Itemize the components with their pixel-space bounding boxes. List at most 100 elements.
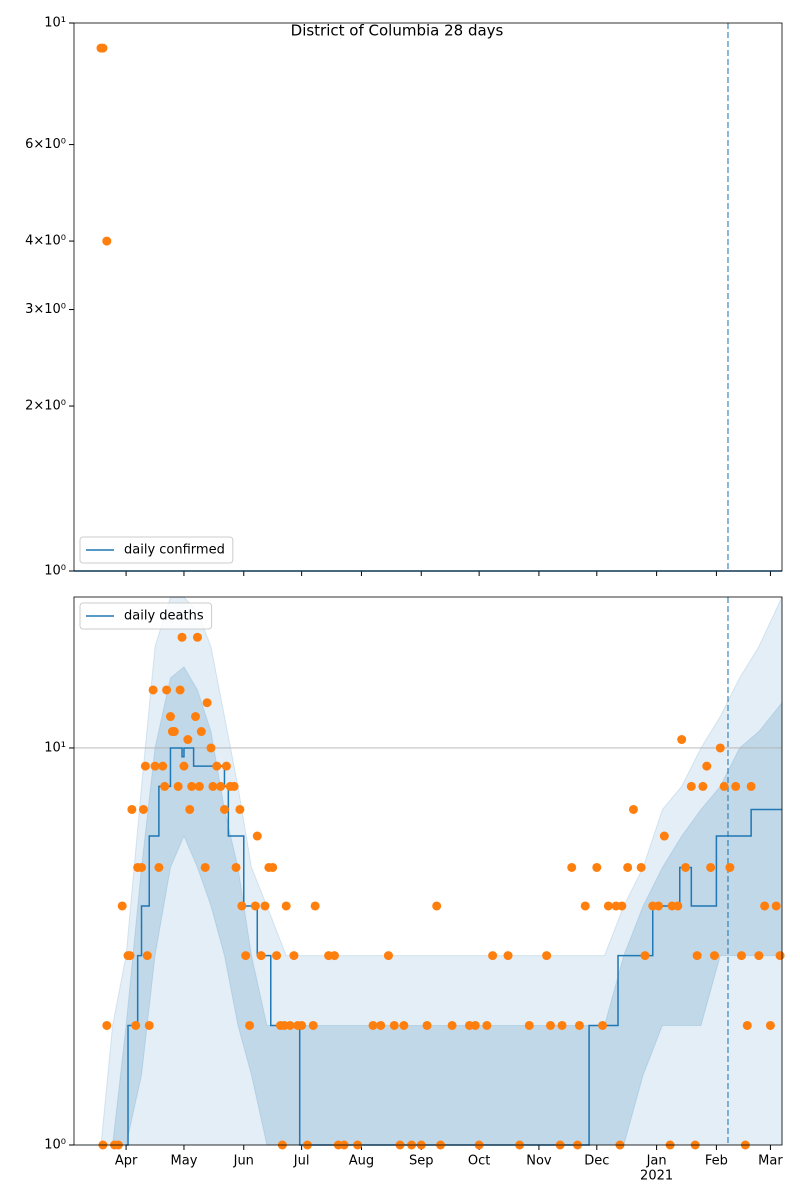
data-point [698, 781, 708, 791]
data-point [659, 831, 669, 841]
data-point [310, 901, 320, 911]
data-point [289, 951, 299, 961]
legend-label: daily confirmed [124, 543, 225, 558]
data-point [169, 727, 179, 737]
data-point [237, 901, 247, 911]
data-point [692, 951, 702, 961]
x-tick-label: Aug [349, 1154, 374, 1169]
data-point [709, 951, 719, 961]
data-point [219, 804, 229, 814]
data-point [706, 862, 716, 872]
data-point [677, 735, 687, 745]
data-point [175, 685, 185, 695]
data-point [617, 901, 627, 911]
data-point [131, 1020, 141, 1030]
data-point [177, 632, 187, 642]
y-tick-label: 10¹ [44, 16, 66, 31]
data-point [200, 862, 210, 872]
data-point [329, 951, 339, 961]
data-point [702, 761, 712, 771]
chart-title: District of Columbia 28 days [291, 22, 504, 40]
data-point [686, 781, 696, 791]
data-point [574, 1020, 584, 1030]
data-point [399, 1020, 409, 1030]
data-point [235, 804, 245, 814]
y-tick-label: 2×10⁰ [25, 399, 66, 414]
data-point [297, 1020, 307, 1030]
data-point [524, 1020, 534, 1030]
data-point [196, 727, 206, 737]
x-tick-label: Jun [233, 1154, 254, 1169]
data-point [754, 951, 764, 961]
data-point [681, 862, 691, 872]
legend-box [79, 536, 234, 564]
data-point [389, 1020, 399, 1030]
y-tick-label: 10⁰ [44, 564, 66, 579]
data-point [272, 951, 282, 961]
legend: daily deaths [79, 602, 213, 630]
y-tick-label: 3×10⁰ [25, 302, 66, 317]
data-point [231, 862, 241, 872]
data-point [746, 781, 756, 791]
data-point [725, 862, 735, 872]
plot-frame [73, 22, 783, 572]
data-point [736, 951, 746, 961]
x-tick-label: May [171, 1154, 198, 1169]
data-point [636, 862, 646, 872]
data-point [185, 804, 195, 814]
data-point [603, 901, 613, 911]
data-point [482, 1020, 492, 1030]
data-point [598, 1020, 608, 1030]
data-point [102, 1020, 112, 1030]
data-point [760, 901, 770, 911]
x-year-label: 2021 [640, 1169, 673, 1184]
data-point [252, 831, 262, 841]
data-point [432, 901, 442, 911]
x-tick-label: Jul [293, 1154, 310, 1169]
data-point [368, 1020, 378, 1030]
data-point [719, 781, 729, 791]
data-point [383, 951, 393, 961]
data-point [542, 951, 552, 961]
data-point [422, 1020, 432, 1030]
x-tick-label: Nov [526, 1154, 552, 1169]
data-point [765, 1020, 775, 1030]
data-point [183, 735, 193, 745]
data-point [567, 862, 577, 872]
data-point [127, 804, 137, 814]
data-point [144, 1020, 154, 1030]
data-point [202, 698, 212, 708]
data-point [216, 781, 226, 791]
data-point [187, 781, 197, 791]
data-point [191, 712, 201, 722]
data-point [256, 951, 266, 961]
data-point [775, 951, 785, 961]
data-point [731, 781, 741, 791]
x-tick-label: Jan [646, 1154, 667, 1169]
legend-label: daily deaths [124, 609, 204, 624]
data-point [229, 781, 239, 791]
data-point [206, 743, 216, 753]
legend-box [79, 602, 213, 630]
data-point [173, 781, 183, 791]
data-point [154, 862, 164, 872]
data-point [447, 1020, 457, 1030]
plot-frame [73, 596, 783, 1146]
data-point [150, 761, 160, 771]
data-point [241, 951, 251, 961]
x-tick-label: Feb [705, 1154, 728, 1169]
data-point [179, 761, 189, 771]
x-tick-label: Dec [584, 1154, 609, 1169]
data-point [640, 951, 650, 961]
data-point [117, 901, 127, 911]
data-point [194, 781, 204, 791]
data-point [250, 901, 260, 911]
x-tick-label: Oct [468, 1154, 490, 1169]
data-point [221, 761, 231, 771]
data-point [503, 951, 513, 961]
data-point [212, 761, 222, 771]
data-point [308, 1020, 318, 1030]
data-point [546, 1020, 556, 1030]
data-point [285, 1020, 295, 1030]
